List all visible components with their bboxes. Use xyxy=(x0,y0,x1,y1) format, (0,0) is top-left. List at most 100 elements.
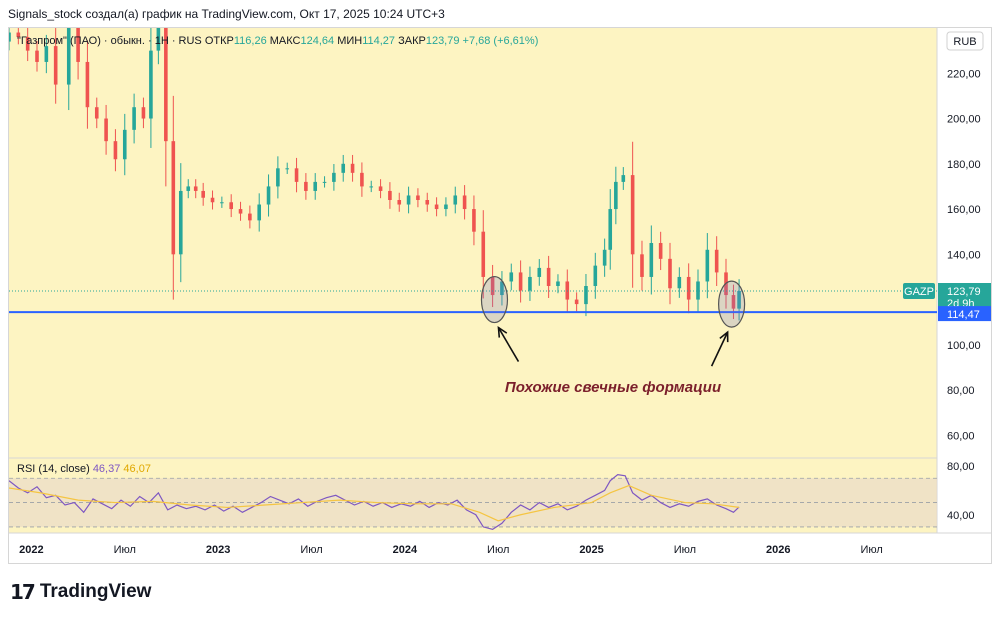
candle-body[interactable] xyxy=(164,28,168,142)
candle-body[interactable] xyxy=(304,181,308,191)
candle-body[interactable] xyxy=(201,190,205,198)
candle-body[interactable] xyxy=(528,276,532,291)
candle-body[interactable] xyxy=(178,190,183,255)
candle-body[interactable] xyxy=(210,197,215,203)
candle-body[interactable] xyxy=(658,243,663,259)
time-tick-label: Июл xyxy=(300,544,322,556)
candle-body[interactable] xyxy=(731,295,736,309)
candle-body[interactable] xyxy=(313,181,318,191)
candle-body[interactable] xyxy=(509,272,514,282)
candle-body[interactable] xyxy=(546,267,551,286)
time-tick-label: 2022 xyxy=(19,544,43,556)
candle-body[interactable] xyxy=(94,107,99,119)
legend-symbol: "Газпром" (ПАО) · обыкн. · 1Н · RUS xyxy=(17,35,205,47)
candle-body[interactable] xyxy=(266,186,271,205)
candle-body[interactable] xyxy=(156,28,161,51)
candle-body[interactable] xyxy=(406,195,411,205)
candle-body[interactable] xyxy=(425,200,430,205)
candle-body[interactable] xyxy=(397,200,402,205)
legend-low-label: МИН xyxy=(337,35,362,47)
candle-body[interactable] xyxy=(122,129,127,160)
candle-body[interactable] xyxy=(44,46,49,62)
candle-body[interactable] xyxy=(9,32,11,42)
candle-body[interactable] xyxy=(350,163,355,173)
candle-body[interactable] xyxy=(705,249,710,282)
price-tick-label: 80,00 xyxy=(947,385,975,397)
candle-body[interactable] xyxy=(76,28,80,62)
candle-body[interactable] xyxy=(574,299,579,305)
candle-body[interactable] xyxy=(85,61,90,108)
candle-body[interactable] xyxy=(518,272,523,291)
candle-body[interactable] xyxy=(556,281,560,286)
candle-body[interactable] xyxy=(416,195,420,200)
last-price-tag: 123,79 xyxy=(947,286,981,298)
candle-body[interactable] xyxy=(113,141,118,160)
candle-body[interactable] xyxy=(276,168,280,187)
candle-body[interactable] xyxy=(322,181,327,183)
candle-body[interactable] xyxy=(608,209,613,250)
candle-body[interactable] xyxy=(149,50,153,119)
candle-body[interactable] xyxy=(294,168,299,182)
candle-body[interactable] xyxy=(341,163,346,173)
chart-frame[interactable]: 220,00 200,00 180,00 160,00 140,00 100,00 80,0… xyxy=(8,27,992,564)
candle-body[interactable] xyxy=(193,186,198,191)
candle-body[interactable] xyxy=(186,186,191,191)
candle-body[interactable] xyxy=(621,175,626,182)
tradingview-logo[interactable]: 17 TradingView xyxy=(10,580,151,604)
time-tick-label: 2023 xyxy=(206,544,230,556)
legend-high-label: МАКС xyxy=(270,35,301,47)
candle-body[interactable] xyxy=(141,107,146,119)
candle-body[interactable] xyxy=(332,172,336,182)
candle-body[interactable] xyxy=(378,186,383,191)
candle-body[interactable] xyxy=(171,141,176,255)
candle-body[interactable] xyxy=(238,209,243,214)
candle-body[interactable] xyxy=(537,267,542,277)
candle-body[interactable] xyxy=(462,195,467,210)
candle-body[interactable] xyxy=(66,28,71,85)
candle-body[interactable] xyxy=(360,172,364,187)
time-axis-panel xyxy=(9,533,991,563)
candle-body[interactable] xyxy=(285,168,290,170)
candle-body[interactable] xyxy=(444,204,448,210)
candle-body[interactable] xyxy=(481,231,486,277)
candle-body[interactable] xyxy=(369,186,374,188)
candle-body[interactable] xyxy=(737,291,741,309)
candle-body[interactable] xyxy=(677,276,682,289)
candle-body[interactable] xyxy=(25,37,30,51)
candle-body[interactable] xyxy=(714,249,719,273)
candle-body[interactable] xyxy=(602,249,607,266)
candle-body[interactable] xyxy=(132,107,136,130)
candle-body[interactable] xyxy=(640,254,644,277)
rsi-tick-label: 40,00 xyxy=(947,510,975,522)
highlight-ellipse[interactable] xyxy=(480,275,509,324)
candle-body[interactable] xyxy=(630,175,635,255)
candle-body[interactable] xyxy=(434,204,439,210)
candle-body[interactable] xyxy=(490,276,495,296)
candle-body[interactable] xyxy=(16,32,21,38)
candle-body[interactable] xyxy=(35,50,39,62)
candle-body[interactable] xyxy=(686,276,691,300)
candle-body[interactable] xyxy=(220,202,224,204)
candle-body[interactable] xyxy=(472,209,476,232)
candle-body[interactable] xyxy=(593,265,598,286)
candle-body[interactable] xyxy=(257,204,262,221)
price-chart-svg[interactable]: 220,00 200,00 180,00 160,00 140,00 100,00 80,0… xyxy=(9,28,992,564)
candle-body[interactable] xyxy=(229,202,233,210)
candle-body[interactable] xyxy=(614,181,618,210)
candle-body[interactable] xyxy=(453,195,458,205)
price-tick-label: 200,00 xyxy=(947,114,981,126)
candle-body[interactable] xyxy=(649,243,654,277)
candle-body[interactable] xyxy=(53,46,58,85)
rsi-ma-line[interactable] xyxy=(9,484,740,522)
candle-body[interactable] xyxy=(248,213,252,221)
candle-body[interactable] xyxy=(584,286,588,305)
candle-body[interactable] xyxy=(104,118,108,142)
rsi-title: RSI (14, close) xyxy=(17,463,93,475)
candle-body[interactable] xyxy=(500,281,504,296)
currency-button[interactable] xyxy=(946,31,984,51)
highlight-ellipse[interactable] xyxy=(718,280,746,328)
price-legend: "Газпром" (ПАО) · обыкн. · 1Н · RUS ОТКР… xyxy=(17,35,538,47)
candle-body[interactable] xyxy=(696,281,700,300)
candle-body[interactable] xyxy=(388,190,392,200)
candle-body[interactable] xyxy=(668,258,672,289)
